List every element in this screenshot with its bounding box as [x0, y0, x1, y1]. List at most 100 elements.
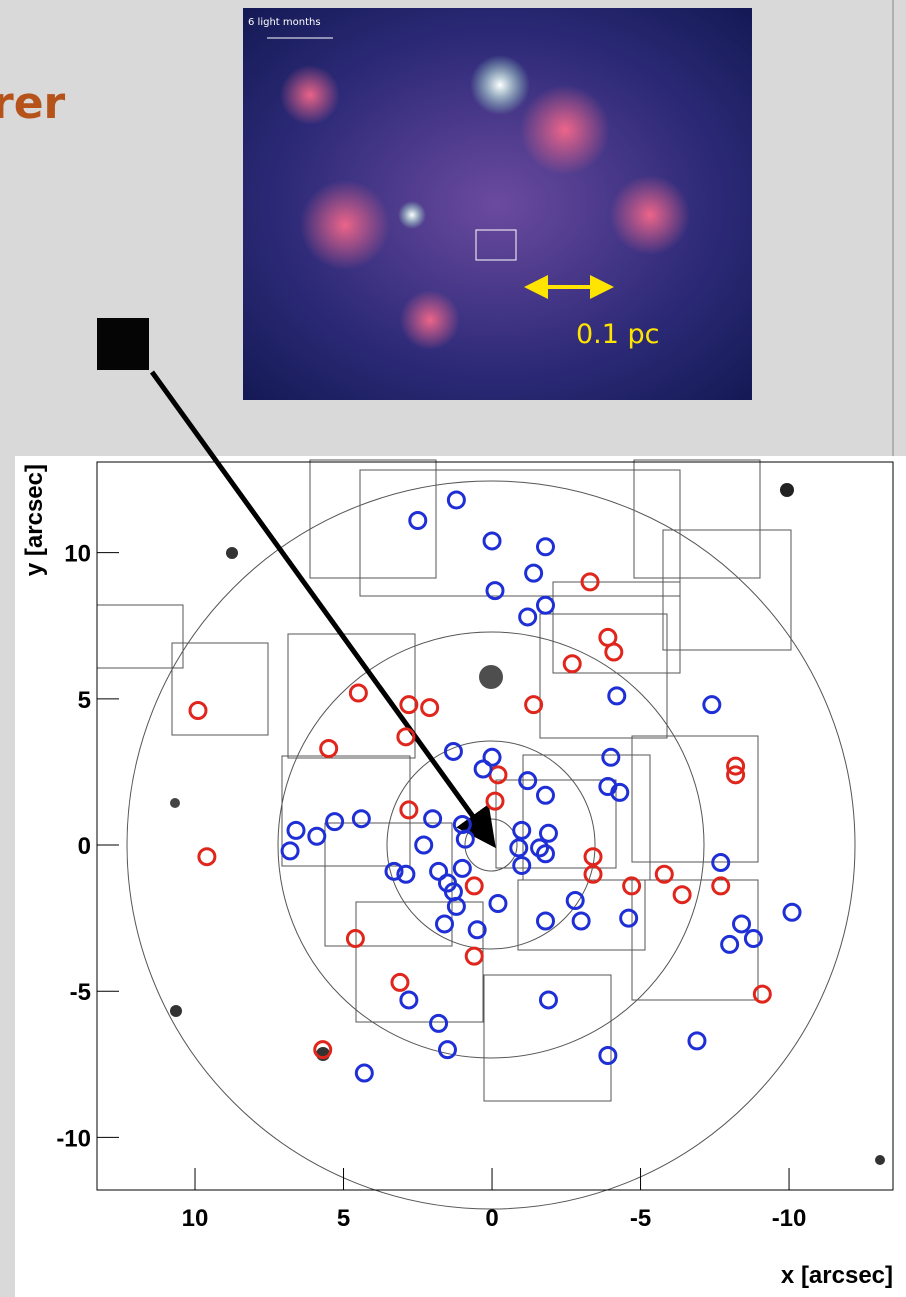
star-marker [399, 695, 419, 715]
star-marker [437, 1040, 457, 1060]
star-marker [535, 537, 555, 557]
star-marker [319, 739, 339, 759]
star-marker [512, 820, 532, 840]
star-marker [351, 809, 371, 829]
distance-label: 0.1 pc [576, 319, 660, 350]
star-marker [429, 1013, 449, 1033]
star-marker [538, 990, 558, 1010]
star-marker [473, 759, 493, 779]
plot-frame [96, 461, 894, 1191]
y-axis-label: y [arcsec] [21, 464, 48, 576]
star-marker [455, 829, 475, 849]
y-tick-label: 5 [78, 687, 91, 714]
x-tick-label: -5 [630, 1205, 651, 1232]
star-marker [423, 809, 443, 829]
star-marker [726, 765, 746, 785]
star-marker [452, 858, 472, 878]
star-marker [354, 1063, 374, 1083]
star-marker [325, 812, 345, 832]
star-marker [610, 782, 630, 802]
star-marker [752, 984, 772, 1004]
star-marker [598, 1046, 618, 1066]
star-marker [399, 990, 419, 1010]
star-marker [711, 876, 731, 896]
star-marker [348, 683, 368, 703]
pointer-arrow [149, 370, 496, 849]
star-marker [313, 1040, 333, 1060]
star-marker [467, 920, 487, 940]
star-marker [782, 902, 802, 922]
scale-bar-label: 6 light months [248, 17, 321, 28]
star-marker [622, 876, 642, 896]
star-marker [565, 891, 585, 911]
star-marker [446, 490, 466, 510]
star-marker [509, 838, 529, 858]
y-tick-label: 10 [64, 541, 91, 568]
star-marker [435, 914, 455, 934]
star-marker [524, 695, 544, 715]
thumbnail [97, 318, 149, 370]
star-marker [604, 642, 624, 662]
star-marker [535, 595, 555, 615]
y-tick-label: 0 [78, 833, 91, 860]
y-tick-label: -5 [70, 979, 91, 1006]
x-tick-label: -10 [772, 1205, 807, 1232]
star-marker [571, 911, 591, 931]
star-marker [518, 607, 538, 627]
star-marker [280, 841, 300, 861]
star-marker [535, 844, 555, 864]
star-marker [345, 929, 365, 949]
star-marker [524, 563, 544, 583]
star-marker [390, 972, 410, 992]
star-marker [429, 861, 449, 881]
star-marker [396, 864, 416, 884]
x-tick-label: 10 [182, 1205, 209, 1232]
y-tick-label: -10 [56, 1125, 91, 1152]
star-marker [619, 908, 639, 928]
star-marker [562, 654, 582, 674]
star-marker [307, 826, 327, 846]
star-marker [743, 929, 763, 949]
star-marker [384, 861, 404, 881]
star-marker [702, 695, 722, 715]
star-marker [399, 800, 419, 820]
star-marker [601, 747, 621, 767]
star-marker [197, 847, 217, 867]
star-marker [414, 835, 434, 855]
star-marker [464, 946, 484, 966]
x-axis-label: x [arcsec] [781, 1262, 893, 1289]
star-marker [518, 771, 538, 791]
star-marker [535, 911, 555, 931]
star-marker [687, 1031, 707, 1051]
star-marker [654, 864, 674, 884]
x-tick-label: 0 [485, 1205, 498, 1232]
star-marker [530, 838, 550, 858]
star-marker [726, 756, 746, 776]
star-marker [396, 727, 416, 747]
star-marker [446, 896, 466, 916]
star-marker [583, 864, 603, 884]
star-marker [535, 785, 555, 805]
star-marker [672, 885, 692, 905]
star-marker [485, 791, 505, 811]
star-marker [286, 820, 306, 840]
star-marker [538, 823, 558, 843]
star-marker [464, 876, 484, 896]
star-marker [482, 747, 502, 767]
star-marker [711, 853, 731, 873]
plot-area [96, 459, 885, 1210]
star-marker [732, 914, 752, 934]
star-marker [720, 934, 740, 954]
star-marker [408, 510, 428, 530]
star-marker [420, 698, 440, 718]
star-marker [188, 701, 208, 721]
slide-title: rer [0, 78, 66, 129]
star-marker [443, 741, 463, 761]
star-marker [512, 855, 532, 875]
star-marker [482, 531, 502, 551]
star-marker [583, 847, 603, 867]
star-marker [485, 581, 505, 601]
star-marker [607, 686, 627, 706]
nebula-image: 6 light months 0.1 pc [243, 8, 752, 400]
